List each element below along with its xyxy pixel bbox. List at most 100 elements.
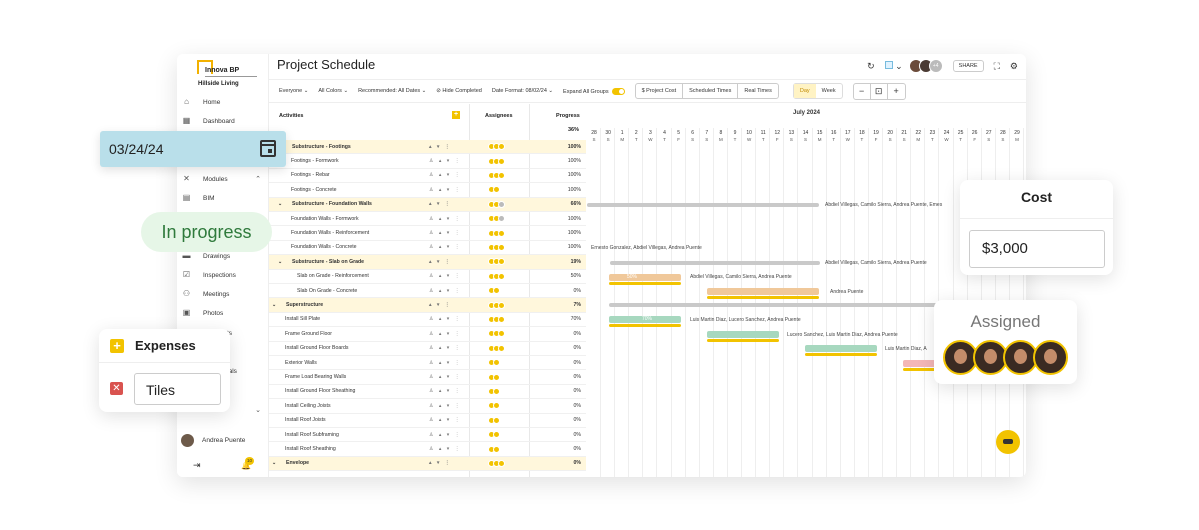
assignee-dots[interactable]: [488, 186, 500, 194]
bar-slab-concrete[interactable]: [707, 288, 819, 295]
row-actions[interactable]: ♙ ▴ ▾ ⋮: [429, 186, 462, 193]
assignee-dots[interactable]: [488, 157, 505, 165]
row-actions[interactable]: ♙ ▴ ▾ ⋮: [429, 244, 462, 251]
bar-superstructure[interactable]: [609, 303, 939, 307]
sidebar-item-partial-2[interactable]: ttals: [225, 367, 237, 375]
assignee-dots[interactable]: [488, 402, 500, 410]
scheduled-times-button[interactable]: Scheduled Times: [683, 84, 739, 98]
row-actions[interactable]: ▴ ▾ ⋮: [429, 258, 452, 265]
week-button[interactable]: Week: [821, 88, 836, 94]
cost-input[interactable]: $3,000: [969, 230, 1105, 268]
chevron-down-icon[interactable]: ⌄: [272, 460, 277, 467]
sidebar-item-bim[interactable]: ▤ BIM: [182, 193, 215, 202]
fit-icon[interactable]: ⊡: [871, 83, 888, 99]
expand-groups-toggle[interactable]: Expand All Groups: [563, 87, 625, 95]
row-actions[interactable]: ♙ ▴ ▾ ⋮: [429, 287, 462, 294]
expense-input[interactable]: Tiles: [134, 373, 221, 405]
bar-foundation-walls[interactable]: [587, 203, 819, 207]
status-pill[interactable]: In progress: [141, 212, 272, 252]
hide-completed-toggle[interactable]: ⊘ Hide Completed: [436, 88, 482, 94]
table-row[interactable]: Foundation Walls - Concrete ♙ ▴ ▾ ⋮ 100%: [269, 241, 586, 256]
assignee-dots[interactable]: [488, 258, 505, 266]
bar-exterior-walls[interactable]: [903, 360, 943, 367]
assignee-dots[interactable]: [488, 171, 505, 179]
assignee-dots[interactable]: [488, 416, 500, 424]
assignee-dots[interactable]: [488, 143, 505, 151]
table-row[interactable]: Foundation Walls - Reinforcement ♙ ▴ ▾ ⋮ 1…: [269, 226, 586, 241]
sidebar-item-inspections[interactable]: ☑ Inspections: [182, 270, 236, 279]
avatar[interactable]: [1033, 340, 1068, 375]
assignee-dots[interactable]: [488, 215, 505, 223]
table-row[interactable]: Install Roof Joists ♙ ▴ ▾ ⋮ 0%: [269, 414, 586, 428]
sidebar-item-dashboard[interactable]: ▦ Dashboard: [182, 116, 235, 125]
bar-ground-floor-boards[interactable]: [805, 345, 877, 352]
chat-bubble-button[interactable]: [996, 430, 1020, 454]
color-picker[interactable]: ⌄: [884, 60, 903, 72]
row-actions[interactable]: ♙ ▴ ▾ ⋮: [429, 359, 462, 366]
row-actions[interactable]: ♙ ▴ ▾ ⋮: [429, 446, 462, 453]
team-avatars[interactable]: +4: [908, 59, 943, 73]
filter-colors[interactable]: All Colors ⌄: [318, 88, 349, 94]
sidebar-item-partial-1[interactable]: ts: [227, 329, 233, 337]
zoom-in-icon[interactable]: +: [893, 85, 899, 96]
assignee-dots[interactable]: [488, 445, 500, 453]
sidebar-more[interactable]: ⌄: [177, 401, 269, 419]
share-button[interactable]: SHARE: [952, 60, 984, 72]
row-actions[interactable]: ▴ ▾ ⋮: [429, 143, 452, 150]
bar-frame-ground-floor[interactable]: [707, 331, 779, 338]
sidebar-item-photos[interactable]: ▣ Photos: [182, 308, 224, 317]
assignee-dots[interactable]: [488, 330, 505, 338]
row-actions[interactable]: ▴ ▾ ⋮: [429, 460, 452, 467]
bar-slab-on-grade[interactable]: [610, 261, 820, 265]
row-actions[interactable]: ♙ ▴ ▾ ⋮: [429, 273, 462, 280]
row-actions[interactable]: ♙ ▴ ▾ ⋮: [429, 172, 462, 179]
table-row[interactable]: Footings - Rebar ♙ ▴ ▾ ⋮ 100%: [269, 169, 586, 184]
assignee-dots[interactable]: [488, 387, 500, 395]
assignee-dots[interactable]: [488, 200, 505, 208]
row-actions[interactable]: ♙ ▴ ▾ ⋮: [429, 402, 462, 409]
row-actions[interactable]: ♙ ▴ ▾ ⋮: [429, 345, 462, 352]
table-row[interactable]: Install Sill Plate ♙ ▴ ▾ ⋮ 70%: [269, 313, 586, 328]
fullscreen-icon[interactable]: ⛶: [993, 60, 1000, 71]
sidebar-item-drawings[interactable]: ▬ Drawings: [182, 251, 231, 260]
group-row[interactable]: Envelope ⌄ ▴ ▾ ⋮ 0%: [269, 456, 586, 472]
assignee-dots[interactable]: [488, 359, 500, 367]
toggle-switch[interactable]: [611, 87, 625, 95]
assignee-dots[interactable]: [488, 229, 505, 237]
brand-logo[interactable]: Innova BP: [197, 58, 257, 90]
bar-slab-reinforcement[interactable]: [609, 274, 681, 281]
calendar-icon[interactable]: [260, 140, 276, 157]
avatar[interactable]: [943, 340, 978, 375]
zoom-out-icon[interactable]: −: [854, 83, 871, 99]
row-actions[interactable]: ♙ ▴ ▾ ⋮: [429, 388, 462, 395]
table-row[interactable]: Install Roof Sheathing ♙ ▴ ▾ ⋮ 0%: [269, 442, 586, 457]
chevron-down-icon[interactable]: ⌄: [278, 201, 283, 208]
assignee-dots[interactable]: [488, 315, 505, 323]
real-times-button[interactable]: Real Times: [744, 88, 772, 94]
chevron-down-icon[interactable]: ⌄: [272, 302, 277, 309]
row-actions[interactable]: ♙ ▴ ▾ ⋮: [429, 431, 462, 438]
row-actions[interactable]: ▴ ▾ ⋮: [429, 201, 452, 208]
row-actions[interactable]: ♙ ▴ ▾ ⋮: [429, 215, 462, 222]
table-row[interactable]: Install Ceiling Joists ♙ ▴ ▾ ⋮ 0%: [269, 399, 586, 414]
assignee-dots[interactable]: [488, 243, 505, 251]
table-row[interactable]: Footings - Concrete ♙ ▴ ▾ ⋮ 100%: [269, 183, 586, 198]
group-row[interactable]: Substructure - Footings⌄ ▴ ▾ ⋮100%: [269, 140, 586, 155]
assignee-dots[interactable]: [488, 272, 505, 280]
row-actions[interactable]: ♙ ▴ ▾ ⋮: [429, 230, 462, 237]
sidebar-item-home[interactable]: ⌂ Home: [177, 93, 269, 111]
add-expense-button[interactable]: +: [110, 339, 124, 353]
row-actions[interactable]: ♙ ▴ ▾ ⋮: [429, 330, 462, 337]
table-row[interactable]: Slab On Grade - Concrete ♙ ▴ ▾ ⋮ 0%: [269, 284, 586, 299]
table-row[interactable]: Install Ground Floor Sheathing ♙ ▴ ▾ ⋮ 0%: [269, 385, 586, 400]
assignee-dots[interactable]: [488, 287, 500, 295]
add-activity-button[interactable]: +: [452, 111, 460, 119]
sidebar-item-meetings[interactable]: ⚇ Meetings: [182, 289, 230, 298]
day-button[interactable]: Day: [793, 84, 816, 98]
table-row[interactable]: Footings - Formwork ♙ ▴ ▾ ⋮ 100%: [269, 154, 586, 169]
group-row[interactable]: Substructure - Foundation Walls ⌄ ▴ ▾ ⋮ 66…: [269, 197, 586, 212]
table-row[interactable]: Install Ground Floor Boards ♙ ▴ ▾ ⋮ 0%: [269, 342, 586, 356]
table-row[interactable]: Foundation Walls - Formwork ♙ ▴ ▾ ⋮ 100%: [269, 212, 586, 227]
table-row[interactable]: Exterior Walls ♙ ▴ ▾ ⋮ 0%: [269, 356, 586, 371]
remove-expense-button[interactable]: ✕: [110, 382, 123, 395]
